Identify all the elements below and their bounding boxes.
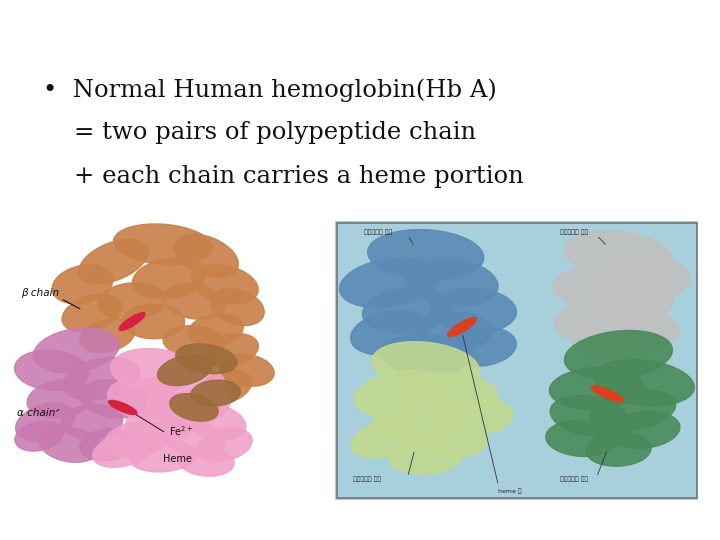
Ellipse shape: [163, 284, 225, 319]
Ellipse shape: [590, 390, 675, 431]
Ellipse shape: [114, 224, 212, 265]
Ellipse shape: [564, 330, 672, 379]
Ellipse shape: [27, 380, 94, 418]
Text: α chain: α chain: [17, 408, 56, 418]
Ellipse shape: [390, 441, 462, 475]
Ellipse shape: [119, 313, 145, 330]
Ellipse shape: [586, 433, 651, 466]
Ellipse shape: [179, 447, 234, 476]
Ellipse shape: [80, 380, 147, 418]
Ellipse shape: [433, 396, 513, 436]
Ellipse shape: [372, 400, 458, 443]
Ellipse shape: [592, 386, 624, 402]
Ellipse shape: [382, 334, 469, 376]
Ellipse shape: [546, 420, 618, 456]
Ellipse shape: [61, 404, 122, 439]
Ellipse shape: [192, 265, 258, 304]
Ellipse shape: [52, 265, 113, 304]
Ellipse shape: [210, 289, 264, 326]
Text: 폴리펩티드 사슬: 폴리펩티드 사슬: [560, 230, 588, 235]
Text: + each chain carries a heme portion: + each chain carries a heme portion: [43, 165, 524, 188]
Ellipse shape: [63, 357, 139, 400]
Ellipse shape: [198, 370, 252, 404]
Ellipse shape: [554, 298, 624, 339]
Ellipse shape: [593, 285, 672, 325]
Text: heme 기: heme 기: [498, 488, 521, 494]
Ellipse shape: [608, 411, 680, 448]
Text: = two pairs of polypeptide chain: = two pairs of polypeptide chain: [43, 122, 477, 145]
Ellipse shape: [78, 239, 148, 284]
Ellipse shape: [198, 428, 252, 461]
Text: β chain: β chain: [21, 288, 59, 298]
Ellipse shape: [351, 418, 428, 458]
Ellipse shape: [16, 403, 75, 441]
Ellipse shape: [110, 348, 197, 392]
Ellipse shape: [93, 434, 153, 467]
Ellipse shape: [550, 396, 629, 436]
Ellipse shape: [444, 327, 516, 366]
Ellipse shape: [598, 259, 690, 306]
Ellipse shape: [571, 320, 644, 356]
Ellipse shape: [411, 312, 491, 354]
Ellipse shape: [109, 400, 137, 415]
Ellipse shape: [564, 231, 672, 279]
Ellipse shape: [158, 387, 230, 428]
Ellipse shape: [340, 258, 439, 308]
Text: Heme: Heme: [163, 454, 192, 464]
Ellipse shape: [15, 421, 63, 451]
Ellipse shape: [80, 429, 135, 461]
Ellipse shape: [40, 427, 101, 462]
Ellipse shape: [429, 288, 516, 333]
Ellipse shape: [163, 326, 225, 357]
Ellipse shape: [126, 403, 200, 441]
Ellipse shape: [174, 234, 238, 277]
Ellipse shape: [593, 360, 694, 406]
Ellipse shape: [553, 267, 640, 309]
Ellipse shape: [170, 394, 218, 421]
Ellipse shape: [98, 283, 166, 320]
Text: Fe$^{2+}$: Fe$^{2+}$: [169, 424, 194, 438]
Text: •  Normal Human hemoglobin(Hb A): • Normal Human hemoglobin(Hb A): [43, 78, 497, 102]
Ellipse shape: [608, 308, 680, 346]
Text: 폴리펩티드 사슬: 폴리펩티드 사슬: [353, 477, 381, 482]
Ellipse shape: [185, 403, 246, 440]
Ellipse shape: [163, 421, 225, 456]
Ellipse shape: [368, 230, 484, 280]
Ellipse shape: [372, 342, 480, 390]
Ellipse shape: [14, 350, 89, 390]
Ellipse shape: [405, 259, 498, 307]
Ellipse shape: [415, 420, 487, 457]
Ellipse shape: [123, 305, 185, 339]
Ellipse shape: [204, 334, 258, 367]
Ellipse shape: [354, 370, 446, 417]
Ellipse shape: [132, 258, 206, 299]
Ellipse shape: [158, 355, 212, 386]
Ellipse shape: [362, 288, 453, 333]
Text: 폴리펩티드 사슬: 폴리펩티드 사슬: [364, 230, 392, 235]
Text: 폴리펩티드 사슬: 폴리펩티드 사슬: [560, 477, 588, 482]
Ellipse shape: [188, 314, 243, 346]
Ellipse shape: [351, 310, 428, 355]
Ellipse shape: [62, 294, 122, 332]
Ellipse shape: [448, 318, 477, 336]
Ellipse shape: [219, 354, 274, 386]
Ellipse shape: [129, 440, 197, 472]
Ellipse shape: [104, 421, 172, 457]
Ellipse shape: [145, 367, 225, 408]
Ellipse shape: [404, 373, 498, 415]
Ellipse shape: [176, 344, 237, 374]
Ellipse shape: [549, 367, 644, 409]
Ellipse shape: [33, 328, 120, 373]
Ellipse shape: [80, 319, 135, 353]
Ellipse shape: [108, 378, 181, 420]
Ellipse shape: [191, 380, 240, 406]
